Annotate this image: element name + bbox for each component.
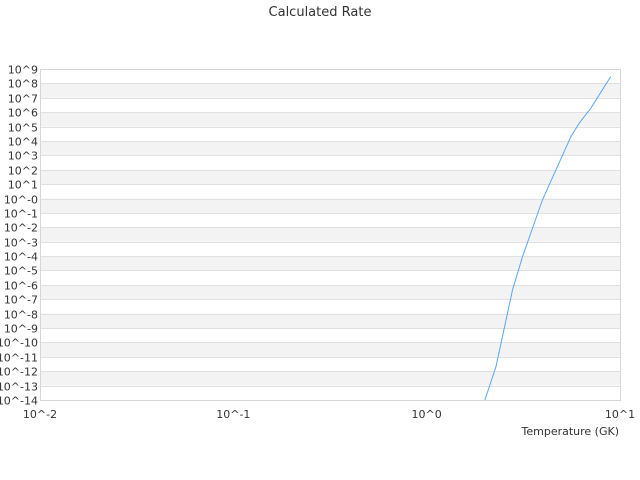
grid-band	[40, 313, 620, 329]
series-group	[484, 76, 612, 401]
x-axis-label: Temperature (GK)	[521, 425, 620, 438]
y-tick-label: 10^-1	[4, 208, 38, 221]
grid-band	[40, 198, 620, 213]
y-tick-label: 10^4	[8, 136, 38, 149]
y-tick-label: 10^-4	[4, 251, 38, 264]
y-tick-label: 10^-9	[4, 323, 38, 336]
grid-band	[40, 342, 620, 357]
chart-title: Calculated Rate	[269, 5, 372, 20]
series-line	[484, 76, 612, 401]
y-tick-label: 10^-7	[4, 294, 38, 307]
y-tick-label: 10^-13	[0, 381, 38, 394]
x-tick-labels: 10^-2 10^-1 10^0 10^1	[23, 408, 635, 421]
grid-band	[40, 227, 620, 242]
x-tick-label: 10^-1	[216, 408, 250, 421]
y-tick-label: 10^-2	[4, 222, 38, 235]
y-tick-label: 10^-0	[4, 194, 38, 207]
y-tick-labels: 10^910^8 10^710^6 10^510^410^3 10^210^1 10^-…	[0, 64, 38, 408]
plot-frame	[40, 69, 621, 401]
grid-band	[40, 140, 620, 156]
grid-band	[40, 112, 620, 127]
x-tick-label: 10^0	[412, 408, 442, 421]
y-tick-label: 10^-8	[4, 309, 38, 322]
y-tick-label: 10^6	[8, 107, 38, 120]
plot-bands	[40, 83, 620, 386]
y-tick-label: 10^-3	[4, 237, 38, 250]
y-tick-label: 10^3	[8, 150, 38, 163]
x-tick-label: 10^-2	[23, 408, 57, 421]
grid-band	[40, 284, 620, 300]
y-tick-label: 10^5	[8, 122, 38, 135]
grid-band	[40, 256, 620, 271]
y-tick-label: 10^-14	[0, 395, 38, 408]
y-tick-label: 10^-10	[0, 337, 38, 350]
y-tick-label: 10^-6	[4, 280, 38, 293]
y-tick-label: 10^-11	[0, 352, 38, 365]
y-tick-label: 10^-5	[4, 265, 38, 278]
grid-band	[40, 371, 620, 386]
y-tick-label: 10^9	[8, 64, 38, 77]
y-tick-label: 10^1	[8, 179, 38, 192]
y-tick-label: 10^2	[8, 165, 38, 178]
y-tick-label: 10^8	[8, 78, 38, 91]
gridlines	[40, 69, 620, 401]
grid-band	[40, 83, 620, 98]
y-tick-label: 10^-12	[0, 366, 38, 379]
grid-band	[40, 169, 620, 185]
y-tick-label: 10^7	[8, 93, 38, 106]
x-tick-label: 10^1	[605, 408, 635, 421]
